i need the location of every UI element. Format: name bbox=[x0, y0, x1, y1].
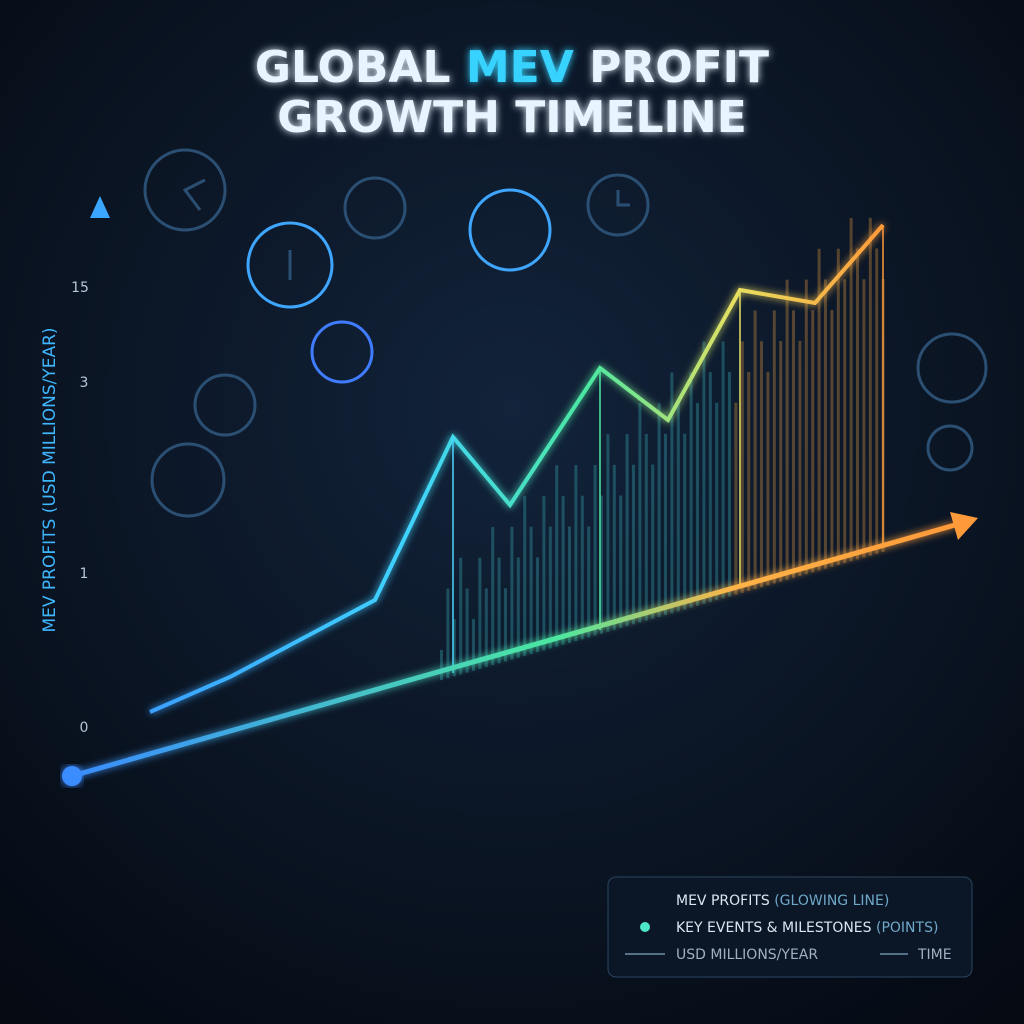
decor-bar bbox=[772, 310, 776, 584]
decor-bar bbox=[529, 526, 533, 655]
decor-bar bbox=[792, 310, 795, 578]
decor-bar bbox=[734, 402, 738, 595]
decor-bar bbox=[811, 310, 815, 573]
decor-bar bbox=[657, 403, 661, 617]
y-axis-label: MEV PROFITS (USD MILLIONS/YEAR) bbox=[40, 327, 60, 632]
decor-bar bbox=[465, 588, 469, 673]
decor-bar bbox=[561, 495, 565, 645]
decor-bar bbox=[670, 372, 674, 614]
legend-label: TIME bbox=[917, 947, 952, 963]
legend-label: USD MILLIONS/YEAR bbox=[676, 947, 818, 963]
decor-bar bbox=[760, 341, 763, 588]
decor-bar bbox=[542, 495, 546, 651]
decor-bar bbox=[804, 279, 808, 575]
decor-bar bbox=[625, 434, 629, 627]
legend-dot bbox=[640, 922, 650, 932]
decor-bar bbox=[446, 588, 450, 679]
profit-line bbox=[149, 223, 885, 714]
decor-bar bbox=[708, 372, 712, 603]
decor-bar bbox=[580, 495, 584, 640]
decor-bar bbox=[452, 619, 456, 677]
decor-bar bbox=[459, 557, 463, 675]
decor-bar bbox=[689, 372, 693, 608]
decor-bar bbox=[779, 341, 783, 582]
decor-bar bbox=[798, 340, 802, 577]
decor-bar bbox=[523, 496, 527, 656]
decor-bar bbox=[568, 526, 571, 643]
legend-box bbox=[607, 876, 973, 978]
y-tick-label: 15 bbox=[71, 280, 89, 296]
decor-bar bbox=[715, 402, 719, 601]
decor-bar bbox=[504, 588, 507, 662]
title: GROWTH TIMELINE bbox=[277, 92, 747, 143]
drop-lines bbox=[452, 225, 884, 673]
time-axis-arrow bbox=[950, 512, 978, 540]
decor-bar bbox=[606, 434, 610, 632]
decor-bar bbox=[830, 310, 834, 567]
decor-bar bbox=[555, 465, 559, 647]
legend-entry: MEV PROFITS (GLOWING LINE) bbox=[676, 893, 889, 909]
decor-bar bbox=[696, 402, 699, 606]
decor-bar bbox=[664, 433, 667, 616]
legend-note: (POINTS) bbox=[876, 920, 938, 936]
decor-bar bbox=[702, 341, 706, 604]
decor-bar bbox=[740, 341, 744, 593]
title: GLOBAL MEV PROFIT bbox=[255, 42, 769, 93]
decor-bar bbox=[836, 248, 840, 565]
decor-bar bbox=[472, 619, 475, 671]
decor-bar bbox=[593, 464, 597, 636]
decor-bar bbox=[497, 557, 501, 664]
decor-bar bbox=[632, 464, 635, 625]
decor-bar bbox=[868, 217, 872, 556]
title-part: PROFIT bbox=[589, 42, 769, 93]
decor-bar bbox=[516, 557, 520, 658]
decor-bar bbox=[785, 279, 789, 580]
title-part: GLOBAL bbox=[255, 42, 451, 93]
decor-bar bbox=[856, 248, 859, 560]
decor-bar bbox=[536, 557, 539, 653]
legend-entry: KEY EVENTS & MILESTONES (POINTS) bbox=[676, 920, 938, 936]
decor-bar bbox=[721, 341, 725, 599]
decor-bar bbox=[548, 526, 552, 649]
decor-bar bbox=[862, 279, 866, 558]
time-axis bbox=[71, 522, 956, 779]
y-axis-arrow bbox=[90, 196, 110, 218]
decor-bar bbox=[440, 650, 443, 680]
decor-bar bbox=[676, 403, 680, 612]
decor-bar bbox=[651, 464, 655, 619]
decor-bar bbox=[843, 279, 847, 564]
time-axis-start bbox=[62, 766, 82, 786]
y-tick-label: 1 bbox=[80, 566, 89, 582]
decor-bar bbox=[600, 495, 603, 634]
y-tick-label: 0 bbox=[80, 720, 89, 736]
decor-bar bbox=[619, 495, 623, 629]
decor-bar bbox=[574, 465, 578, 642]
y-ticks: 15 3 1 0 bbox=[71, 280, 89, 736]
decor-bar bbox=[875, 248, 879, 554]
decor-bar bbox=[510, 526, 514, 660]
decor-bar bbox=[484, 588, 488, 668]
decor-bar bbox=[644, 433, 648, 621]
y-tick-label: 3 bbox=[80, 375, 89, 391]
decor-bar bbox=[747, 371, 751, 591]
legend-label: MEV PROFITS bbox=[676, 893, 770, 909]
decor-bar bbox=[824, 279, 827, 569]
decor-bar bbox=[766, 371, 770, 586]
decor-bar bbox=[587, 526, 591, 638]
title-highlight: MEV bbox=[466, 42, 574, 93]
decor-bar bbox=[638, 403, 642, 623]
decor-bars bbox=[440, 217, 885, 680]
decor-bar bbox=[491, 526, 495, 666]
decor-bar bbox=[478, 557, 482, 669]
decor-bar bbox=[683, 433, 687, 610]
decor-bar bbox=[817, 248, 821, 571]
decor-bar bbox=[728, 372, 731, 597]
decor bbox=[143, 148, 988, 518]
decor-bar bbox=[612, 464, 616, 630]
decor-bar bbox=[849, 217, 853, 562]
legend-note: (GLOWING LINE) bbox=[774, 893, 889, 909]
legend-label: KEY EVENTS & MILESTONES bbox=[676, 920, 872, 936]
decor-bar bbox=[753, 310, 757, 590]
